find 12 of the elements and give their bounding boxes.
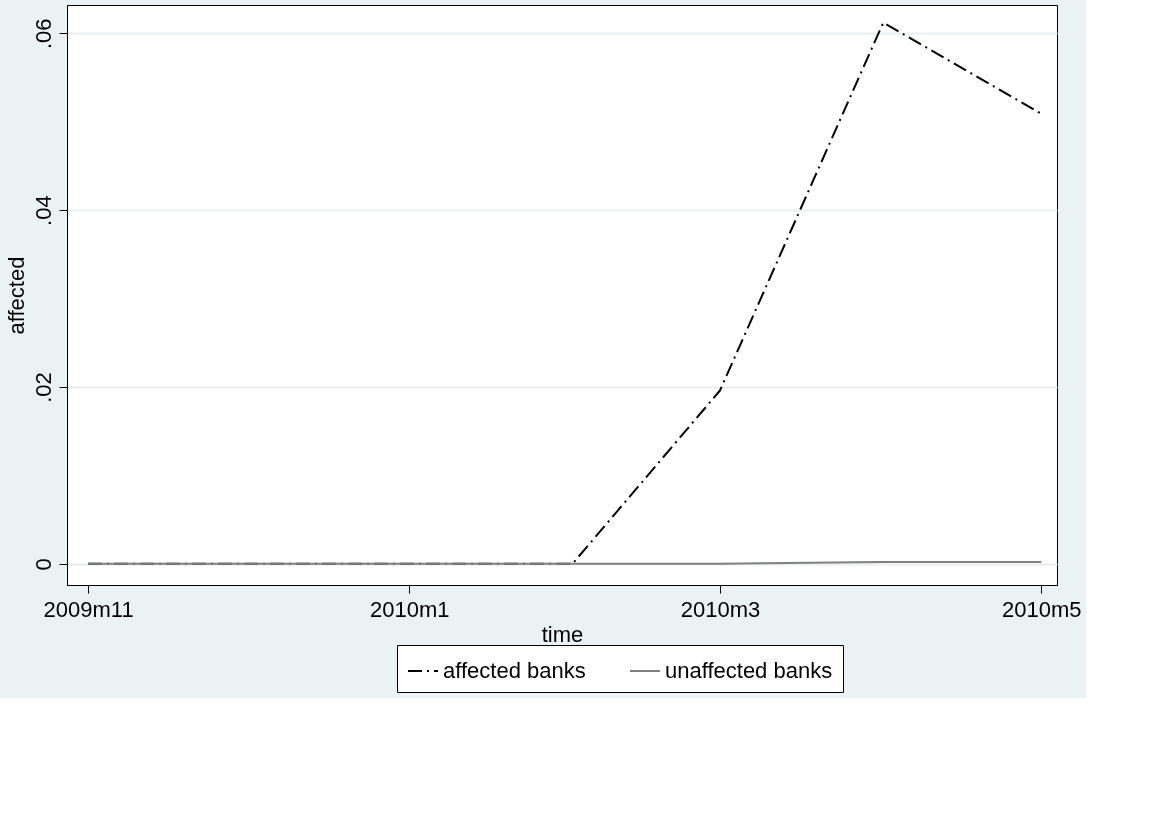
y-axis-title: affected [3,256,29,335]
y-tick-label: .04 [30,195,56,226]
legend-label: unaffected banks [665,658,833,683]
x-tick-label: 2009m11 [43,596,134,622]
x-tick-label: 2010m5 [1001,596,1082,622]
y-tick-label: 0 [30,558,56,571]
x-axis-title: time [541,621,584,647]
y-tick-label: .02 [30,372,56,403]
x-tick-label: 2010m1 [370,596,450,622]
legend-label: affected banks [443,658,586,683]
x-tick-label: 2010m3 [680,596,761,622]
y-tick-label: .06 [30,18,56,50]
